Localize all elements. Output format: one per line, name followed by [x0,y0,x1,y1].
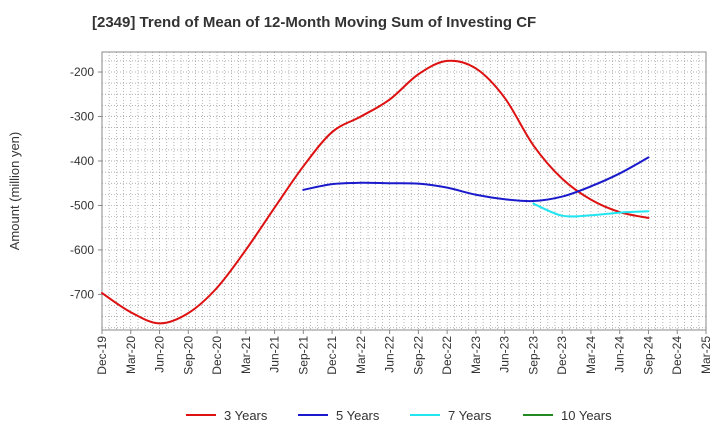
chart-title: [2349] Trend of Mean of 12-Month Moving … [92,14,537,31]
series-lines [101,59,650,325]
x-axis-ticks: Dec-19 Mar-20 Jun-20 Sep-20 Dec-20 Mar-21 Jun-… [95,330,713,375]
legend: 3 Years 5 Years 7 Years 10 Years [186,408,612,423]
x-tick-label: Dec-19 [95,336,109,375]
y-tick-label: -700 [70,287,94,301]
x-tick-label: Mar-22 [354,336,368,374]
x-tick-label: Sep-23 [526,336,540,375]
legend-label-7-years: 7 Years [448,408,492,423]
legend-label-10-years: 10 Years [561,408,612,423]
x-tick-label: Jun-20 [153,336,167,373]
y-tick-label: -300 [70,109,94,123]
y-tick-label: -400 [70,154,94,168]
x-tick-label: Mar-23 [469,336,483,374]
y-tick-label: -500 [70,198,94,212]
x-tick-label: Sep-24 [641,336,655,375]
series-line-3-years [101,59,650,325]
x-tick-label: Jun-24 [613,336,627,373]
x-tick-label: Jun-21 [268,336,282,373]
legend-label-3-years: 3 Years [224,408,268,423]
x-tick-label: Sep-21 [296,336,310,375]
x-tick-label: Dec-24 [670,336,684,375]
x-tick-label: Mar-20 [124,336,138,374]
x-tick-label: Dec-20 [210,336,224,375]
y-axis-ticks: -200 -300 -400 -500 -600 -700 [70,65,102,301]
x-tick-label: Sep-20 [181,336,195,375]
x-tick-label: Dec-23 [555,336,569,375]
x-tick-label: Dec-22 [440,336,454,375]
legend-label-5-years: 5 Years [336,408,380,423]
plot-frame [101,51,707,331]
x-tick-label: Dec-21 [325,336,339,375]
x-tick-label: Mar-25 [699,336,713,374]
series-line-5-years [302,156,650,203]
x-tick-label: Sep-22 [411,336,425,375]
series-line-7-years [532,202,650,218]
x-tick-label: Jun-22 [383,336,397,373]
x-tick-label: Mar-24 [584,336,598,374]
x-tick-label: Jun-23 [498,336,512,373]
x-tick-label: Mar-21 [239,336,253,374]
y-tick-label: -200 [70,65,94,79]
y-axis-label: Amount (million yen) [7,132,22,251]
y-tick-label: -600 [70,243,94,257]
gridlines [102,52,706,330]
